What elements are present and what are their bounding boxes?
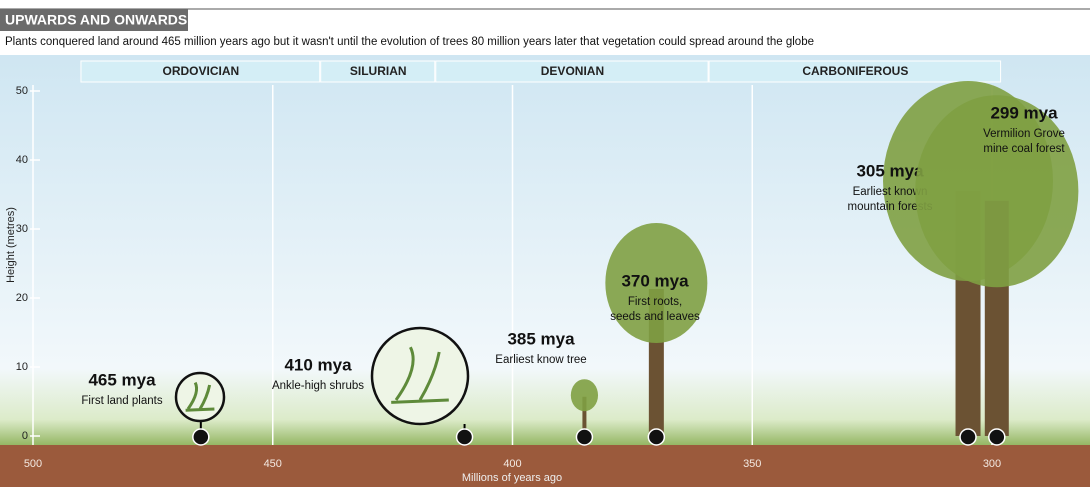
event-text: Earliest know tree (495, 354, 586, 366)
shrub (185, 381, 215, 412)
period-label: SILURIAN (350, 64, 407, 78)
event-label: 370 mya (621, 271, 689, 290)
crown (915, 95, 1079, 288)
y-tick-label: 50 (16, 85, 28, 97)
period-band (320, 60, 436, 83)
y-tick-label: 30 (16, 223, 28, 235)
event-text: Earliest known (853, 186, 928, 198)
ground (0, 445, 1090, 487)
event-label: 385 mya (507, 329, 575, 348)
y-tick-label: 20 (16, 292, 28, 304)
event-text: Vermilion Grove (983, 128, 1065, 140)
period-band (708, 60, 1002, 83)
x-tick-label: 500 (24, 458, 42, 470)
subtitle: Plants conquered land around 465 million… (5, 36, 814, 48)
period-band (80, 60, 321, 83)
event-dot (647, 428, 666, 446)
event-label: 465 mya (88, 370, 156, 389)
period-label: CARBONIFEROUS (802, 64, 908, 78)
y-tick-label: 10 (16, 361, 28, 373)
event-dot (959, 428, 977, 446)
x-axis-title: Millions of years ago (462, 472, 562, 484)
title-box (0, 9, 188, 31)
x-tick-label: 300 (983, 458, 1001, 470)
event-text: First roots, (628, 296, 682, 308)
period-band (435, 60, 709, 83)
trunk (582, 396, 587, 436)
event-text: mine coal forest (983, 143, 1065, 155)
event-label: 299 mya (990, 103, 1058, 122)
event-text: Ankle-high shrubs (272, 380, 364, 392)
chart-title: UPWARDS AND ONWARDS (5, 12, 187, 28)
crown (605, 223, 708, 343)
crown (570, 379, 599, 412)
magnifier (370, 326, 470, 426)
event-dot (192, 428, 210, 446)
x-tick-label: 400 (503, 458, 521, 470)
event-text: First land plants (81, 395, 162, 407)
event-dot (575, 428, 594, 446)
event-text: seeds and leaves (610, 311, 700, 323)
y-tick-label: 0 (22, 430, 28, 442)
period-label: DEVONIAN (541, 64, 604, 78)
x-tick-label: 450 (264, 458, 282, 470)
event-text: mountain forests (847, 201, 932, 213)
y-tick-label: 40 (16, 154, 28, 166)
event-dot (455, 428, 474, 446)
event-dot (988, 428, 1006, 446)
event-label: 305 mya (856, 161, 924, 180)
x-tick-label: 350 (743, 458, 761, 470)
period-label: ORDOVICIAN (162, 64, 239, 78)
event-label: 410 mya (284, 355, 352, 374)
shrub (391, 346, 449, 404)
magnifier (174, 371, 226, 423)
y-axis-title: Height (metres) (5, 207, 17, 283)
